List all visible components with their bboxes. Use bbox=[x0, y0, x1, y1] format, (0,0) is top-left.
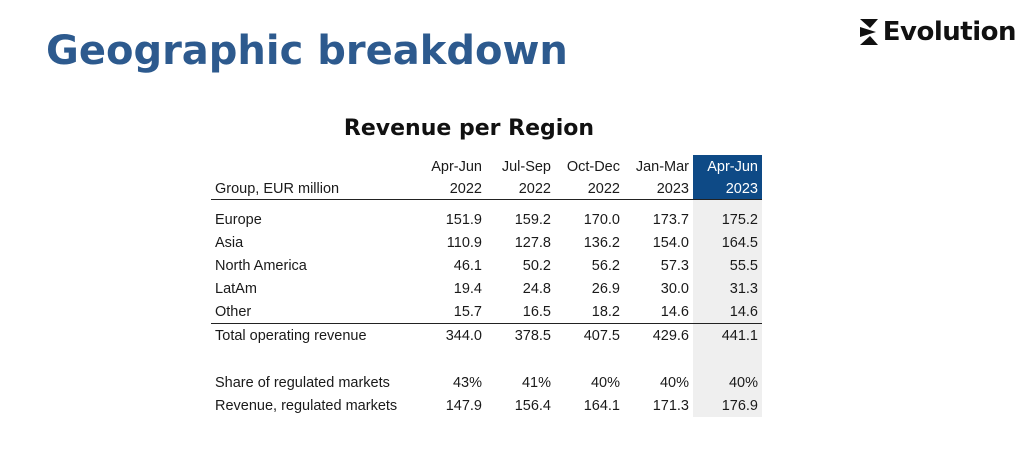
table-cell-highlighted: 55.5 bbox=[693, 254, 762, 277]
row-label: North America bbox=[215, 257, 307, 274]
table-cell: 110.9 bbox=[446, 234, 482, 251]
table-row-revenue-regulated: Revenue, regulated markets 147.9 156.4 1… bbox=[211, 394, 762, 417]
table-cell-highlighted: 31.3 bbox=[693, 277, 762, 300]
table-cell: 151.9 bbox=[445, 211, 482, 228]
table-row-europe: Europe 151.9 159.2 170.0 173.7 175.2 bbox=[211, 208, 762, 231]
table-cell: 170.0 bbox=[583, 211, 620, 228]
table-cell: 156.4 bbox=[514, 397, 551, 414]
table-cell: 41% bbox=[521, 374, 551, 391]
row-label: Revenue, regulated markets bbox=[215, 397, 398, 414]
column-header-period: Jul-Sep bbox=[501, 159, 551, 175]
table-row-latam: LatAm 19.4 24.8 26.9 30.0 31.3 bbox=[211, 277, 762, 300]
row-label: Total operating revenue bbox=[215, 327, 367, 344]
table-cell: 18.2 bbox=[555, 300, 624, 324]
column-header-year: 2022 bbox=[417, 177, 486, 200]
table-cell-highlighted: 176.9 bbox=[693, 394, 762, 417]
table-cell: 407.5 bbox=[583, 327, 620, 344]
row-label: Europe bbox=[215, 211, 262, 228]
table-cell: 43% bbox=[452, 374, 482, 391]
table-cell-highlighted: 14.6 bbox=[693, 300, 762, 324]
column-header-period: Jan-Mar bbox=[635, 159, 689, 175]
table-cell: 344.0 bbox=[445, 327, 482, 344]
table-cell: 154.0 bbox=[652, 234, 689, 251]
table-row-other: Other 15.7 16.5 18.2 14.6 14.6 bbox=[211, 300, 762, 324]
table-cell-highlighted: 164.5 bbox=[693, 231, 762, 254]
table-cell: 127.8 bbox=[514, 234, 551, 251]
table-cell: 57.3 bbox=[660, 257, 689, 274]
table-cell: 429.6 bbox=[652, 327, 689, 344]
table-cell: 136.2 bbox=[583, 234, 620, 251]
table-row-total: Total operating revenue 344.0 378.5 407.… bbox=[211, 323, 762, 347]
column-header-period: Apr-Jun bbox=[431, 159, 482, 175]
column-header-period-highlighted: Apr-Jun bbox=[693, 155, 762, 177]
table-cell: 30.0 bbox=[660, 280, 689, 297]
column-header-year-highlighted: 2023 bbox=[693, 177, 762, 200]
table-cell: 46.1 bbox=[453, 257, 482, 274]
table-cell: 24.8 bbox=[522, 280, 551, 297]
table-cell-highlighted: 175.2 bbox=[693, 208, 762, 231]
table-cell: 56.2 bbox=[591, 257, 620, 274]
table-cell: 15.7 bbox=[417, 300, 486, 324]
table-cell-highlighted: 441.1 bbox=[693, 323, 762, 347]
table-cell: 147.9 bbox=[445, 397, 482, 414]
table-cell: 171.3 bbox=[652, 397, 689, 414]
table-cell: 26.9 bbox=[591, 280, 620, 297]
column-header-year: 2022 bbox=[555, 177, 624, 200]
label-column-header: Group, EUR million bbox=[211, 177, 417, 200]
revenue-table-container: Apr-Jun Jul-Sep Oct-Dec Jan-Mar Apr-Jun … bbox=[211, 155, 765, 417]
table-cell: 164.1 bbox=[583, 397, 620, 414]
table-title: Revenue per Region bbox=[343, 116, 595, 141]
column-header-year: 2022 bbox=[486, 177, 555, 200]
column-header-year: 2023 bbox=[624, 177, 693, 200]
table-cell: 50.2 bbox=[522, 257, 551, 274]
logo: Evolution bbox=[858, 14, 1017, 50]
table-cell: 40% bbox=[590, 374, 620, 391]
column-header-period: Oct-Dec bbox=[566, 159, 620, 175]
table-row-north-america: North America 46.1 50.2 56.2 57.3 55.5 bbox=[211, 254, 762, 277]
evolution-logo-icon bbox=[859, 19, 878, 45]
table-row-share-regulated: Share of regulated markets 43% 41% 40% 4… bbox=[211, 371, 762, 394]
row-label: Share of regulated markets bbox=[215, 374, 390, 391]
table-cell: 159.2 bbox=[514, 211, 551, 228]
table-row-asia: Asia 110.9 127.8 136.2 154.0 164.5 bbox=[211, 231, 762, 254]
row-label: Asia bbox=[215, 234, 244, 251]
page-title: Geographic breakdown bbox=[46, 28, 568, 74]
table-cell: 40% bbox=[659, 374, 689, 391]
row-label: LatAm bbox=[215, 280, 257, 297]
table-cell: 16.5 bbox=[486, 300, 555, 324]
logo-text: Evolution bbox=[882, 17, 1017, 47]
table-cell: 14.6 bbox=[624, 300, 693, 324]
revenue-table: Apr-Jun Jul-Sep Oct-Dec Jan-Mar Apr-Jun … bbox=[211, 155, 762, 417]
table-cell: 19.4 bbox=[453, 280, 482, 297]
table-cell: 378.5 bbox=[514, 327, 551, 344]
table-cell-highlighted: 40% bbox=[693, 371, 762, 394]
table-cell: 173.7 bbox=[652, 211, 689, 228]
header-spacer bbox=[211, 155, 417, 177]
row-label: Other bbox=[211, 300, 417, 324]
